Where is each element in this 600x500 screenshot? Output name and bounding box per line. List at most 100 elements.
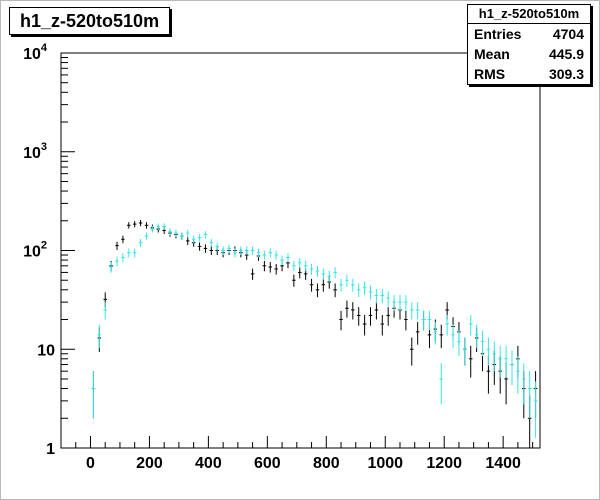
data-point	[433, 322, 438, 345]
data-point	[321, 278, 326, 292]
data-point	[262, 260, 267, 272]
data-point	[527, 371, 532, 419]
data-point	[410, 337, 414, 366]
data-point	[445, 314, 449, 336]
data-point	[121, 253, 125, 263]
data-point	[109, 262, 113, 273]
data-point	[209, 246, 214, 256]
data-point	[368, 307, 373, 326]
data-point	[380, 314, 385, 336]
data-point	[351, 302, 355, 320]
data-point	[380, 288, 385, 304]
data-point	[510, 350, 514, 385]
data-point	[168, 228, 172, 236]
data-point	[480, 330, 485, 357]
data-point	[156, 223, 161, 230]
data-point	[439, 324, 444, 349]
x-tick-label: 1400	[485, 455, 521, 472]
data-point	[415, 322, 420, 345]
plot-frame	[60, 52, 541, 449]
data-point	[197, 242, 202, 251]
data-point	[132, 248, 137, 258]
data-point	[339, 310, 343, 331]
data-point	[268, 262, 273, 273]
data-point	[410, 302, 414, 320]
y-tick-label: 103	[23, 141, 47, 162]
data-point	[250, 268, 255, 280]
y-tick-label: 104	[23, 42, 48, 63]
entries-label: Entries	[474, 26, 522, 42]
data-point	[321, 268, 326, 280]
data-point	[203, 244, 208, 253]
data-point	[180, 232, 184, 240]
y-tick-label: 10	[37, 342, 55, 359]
data-point	[274, 263, 278, 275]
data-point	[439, 363, 444, 405]
stats-row-mean: Mean 445.9	[468, 44, 590, 64]
data-point	[297, 258, 302, 269]
data-point	[115, 256, 119, 267]
data-point	[504, 345, 508, 378]
data-point	[315, 265, 320, 277]
data-point	[209, 238, 214, 247]
data-point	[339, 278, 343, 292]
data-point	[333, 267, 337, 279]
data-point	[150, 225, 155, 233]
data-point	[239, 246, 243, 256]
data-point	[97, 324, 102, 349]
data-point	[144, 222, 149, 229]
data-point	[244, 246, 249, 256]
stats-box: h1_z-520to510m Entries 4704 Mean 445.9 R…	[467, 4, 591, 85]
data-point	[121, 235, 125, 244]
data-point	[374, 288, 379, 304]
data-point	[91, 371, 96, 419]
data-point	[498, 345, 502, 378]
data-point	[421, 310, 426, 331]
data-point	[374, 302, 379, 320]
data-point	[392, 294, 396, 311]
series-1	[91, 223, 538, 438]
data-point	[138, 238, 143, 247]
data-point	[256, 248, 261, 258]
data-point	[386, 307, 390, 326]
data-point	[474, 324, 479, 349]
data-point	[233, 248, 237, 258]
data-point	[103, 302, 107, 320]
data-point	[492, 341, 497, 372]
histogram-title: h1_z-520to510m	[9, 7, 171, 35]
axis-layer: 0 200 400 600 800 1000 1200 1400 1 10 102 103 104	[23, 42, 534, 472]
mean-label: Mean	[474, 46, 510, 62]
data-point	[468, 345, 473, 378]
data-point	[457, 330, 461, 357]
data-point	[144, 232, 149, 240]
data-point	[356, 307, 361, 326]
data-point	[404, 310, 408, 331]
data-point	[162, 223, 166, 230]
x-tick-label: 1200	[426, 455, 462, 472]
x-tick-label: 1000	[367, 455, 403, 472]
x-tick-label: 600	[254, 455, 281, 472]
data-point	[404, 294, 408, 311]
data-point	[362, 281, 367, 295]
data-point	[427, 310, 432, 331]
data-point	[250, 246, 255, 256]
data-point	[451, 324, 455, 349]
data-point	[127, 248, 131, 258]
data-point	[345, 300, 349, 318]
data-point	[533, 381, 538, 438]
mean-value: 445.9	[548, 46, 584, 62]
data-point	[185, 237, 190, 245]
data-point	[286, 253, 290, 263]
data-point	[274, 250, 278, 260]
x-tick-label: 400	[195, 455, 222, 472]
data-point	[309, 263, 314, 275]
data-point	[292, 274, 296, 287]
data-point	[356, 283, 361, 298]
data-point	[221, 246, 225, 256]
data-point	[115, 241, 119, 250]
data-point	[522, 363, 526, 405]
x-tick-label: 0	[86, 455, 95, 472]
data-point	[127, 222, 131, 229]
data-point	[191, 235, 196, 244]
